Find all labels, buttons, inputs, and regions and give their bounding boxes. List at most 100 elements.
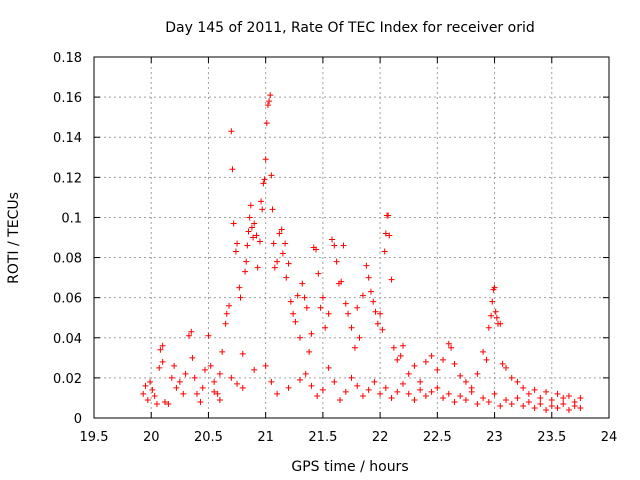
data-point — [577, 404, 584, 411]
data-point — [491, 284, 498, 291]
data-point — [417, 386, 424, 393]
data-point — [394, 356, 401, 363]
data-point — [411, 362, 418, 369]
data-point — [359, 292, 366, 299]
data-point — [342, 300, 349, 307]
data-point — [151, 392, 158, 399]
data-point — [382, 230, 389, 237]
data-point — [388, 394, 395, 401]
data-point — [262, 362, 269, 369]
data-point — [222, 320, 229, 327]
data-point — [283, 274, 290, 281]
data-point — [207, 362, 214, 369]
data-point — [520, 384, 527, 391]
data-point — [234, 240, 241, 247]
data-point — [251, 220, 258, 227]
data-point — [297, 334, 303, 341]
data-point — [254, 264, 261, 271]
data-point — [451, 398, 458, 405]
data-point — [251, 366, 258, 373]
data-point — [488, 312, 495, 319]
x-tick-label: 22.5 — [423, 430, 452, 445]
data-point — [428, 388, 435, 395]
data-point — [489, 298, 496, 305]
data-point — [159, 358, 166, 365]
y-tick-label: 0.1 — [61, 211, 82, 226]
data-point — [161, 398, 168, 405]
data-point — [308, 330, 315, 337]
data-point — [268, 378, 275, 385]
data-points — [140, 92, 584, 413]
data-point — [372, 308, 379, 315]
data-point — [292, 318, 299, 325]
data-point — [176, 378, 183, 385]
data-point — [266, 98, 273, 105]
data-point — [386, 232, 393, 239]
data-point — [462, 378, 469, 385]
data-point — [440, 356, 447, 363]
data-point — [448, 344, 455, 351]
plot-frame — [93, 56, 610, 419]
data-point — [382, 384, 389, 391]
data-point — [294, 292, 301, 299]
data-point — [180, 390, 187, 397]
data-point — [228, 128, 235, 135]
data-point — [147, 378, 154, 385]
data-point — [261, 176, 268, 183]
data-point — [211, 388, 218, 395]
data-point — [405, 390, 412, 397]
data-point — [301, 294, 308, 301]
data-point — [278, 226, 285, 233]
data-point — [270, 240, 277, 247]
x-tick-label: 19.5 — [80, 430, 109, 445]
data-point — [434, 366, 441, 373]
data-point — [348, 324, 355, 331]
x-tick-label: 21 — [257, 430, 274, 445]
data-point — [149, 386, 156, 393]
y-tick-labels: 0 0.02 0.04 0.06 0.08 0.1 0.12 0.14 0.16 0.18 — [53, 51, 82, 427]
data-point — [445, 340, 452, 347]
data-point — [554, 390, 561, 397]
data-point — [503, 396, 509, 403]
data-point — [319, 294, 326, 301]
data-point — [157, 346, 164, 353]
data-point — [537, 394, 544, 401]
data-point — [282, 240, 289, 247]
data-point — [285, 384, 292, 391]
data-point — [245, 228, 252, 235]
x-tick-label: 20.5 — [194, 430, 223, 445]
data-point — [508, 400, 515, 407]
data-point — [244, 242, 251, 249]
data-point — [370, 298, 377, 305]
data-point — [216, 370, 223, 377]
data-point — [264, 102, 271, 109]
data-point — [268, 172, 275, 179]
data-point — [287, 298, 294, 305]
data-point — [480, 394, 487, 401]
data-point — [219, 348, 226, 355]
data-point — [337, 396, 344, 403]
data-point — [269, 206, 276, 213]
data-point — [259, 206, 266, 213]
data-point — [497, 320, 504, 327]
data-point — [156, 364, 163, 371]
data-point — [226, 302, 233, 309]
data-point — [422, 392, 429, 399]
data-point — [214, 390, 221, 397]
data-point — [173, 384, 180, 391]
y-tick-label: 0.04 — [53, 332, 82, 347]
data-point — [144, 396, 151, 403]
data-point — [565, 392, 572, 399]
data-point — [263, 120, 270, 127]
data-point — [474, 400, 481, 407]
data-point — [514, 378, 521, 385]
data-point — [548, 402, 555, 409]
data-point — [377, 390, 384, 397]
data-point — [303, 304, 310, 311]
data-point — [302, 370, 309, 377]
data-point — [232, 248, 239, 255]
data-point — [228, 374, 235, 381]
data-point — [531, 404, 538, 411]
data-point — [537, 400, 544, 407]
data-point — [271, 264, 278, 271]
